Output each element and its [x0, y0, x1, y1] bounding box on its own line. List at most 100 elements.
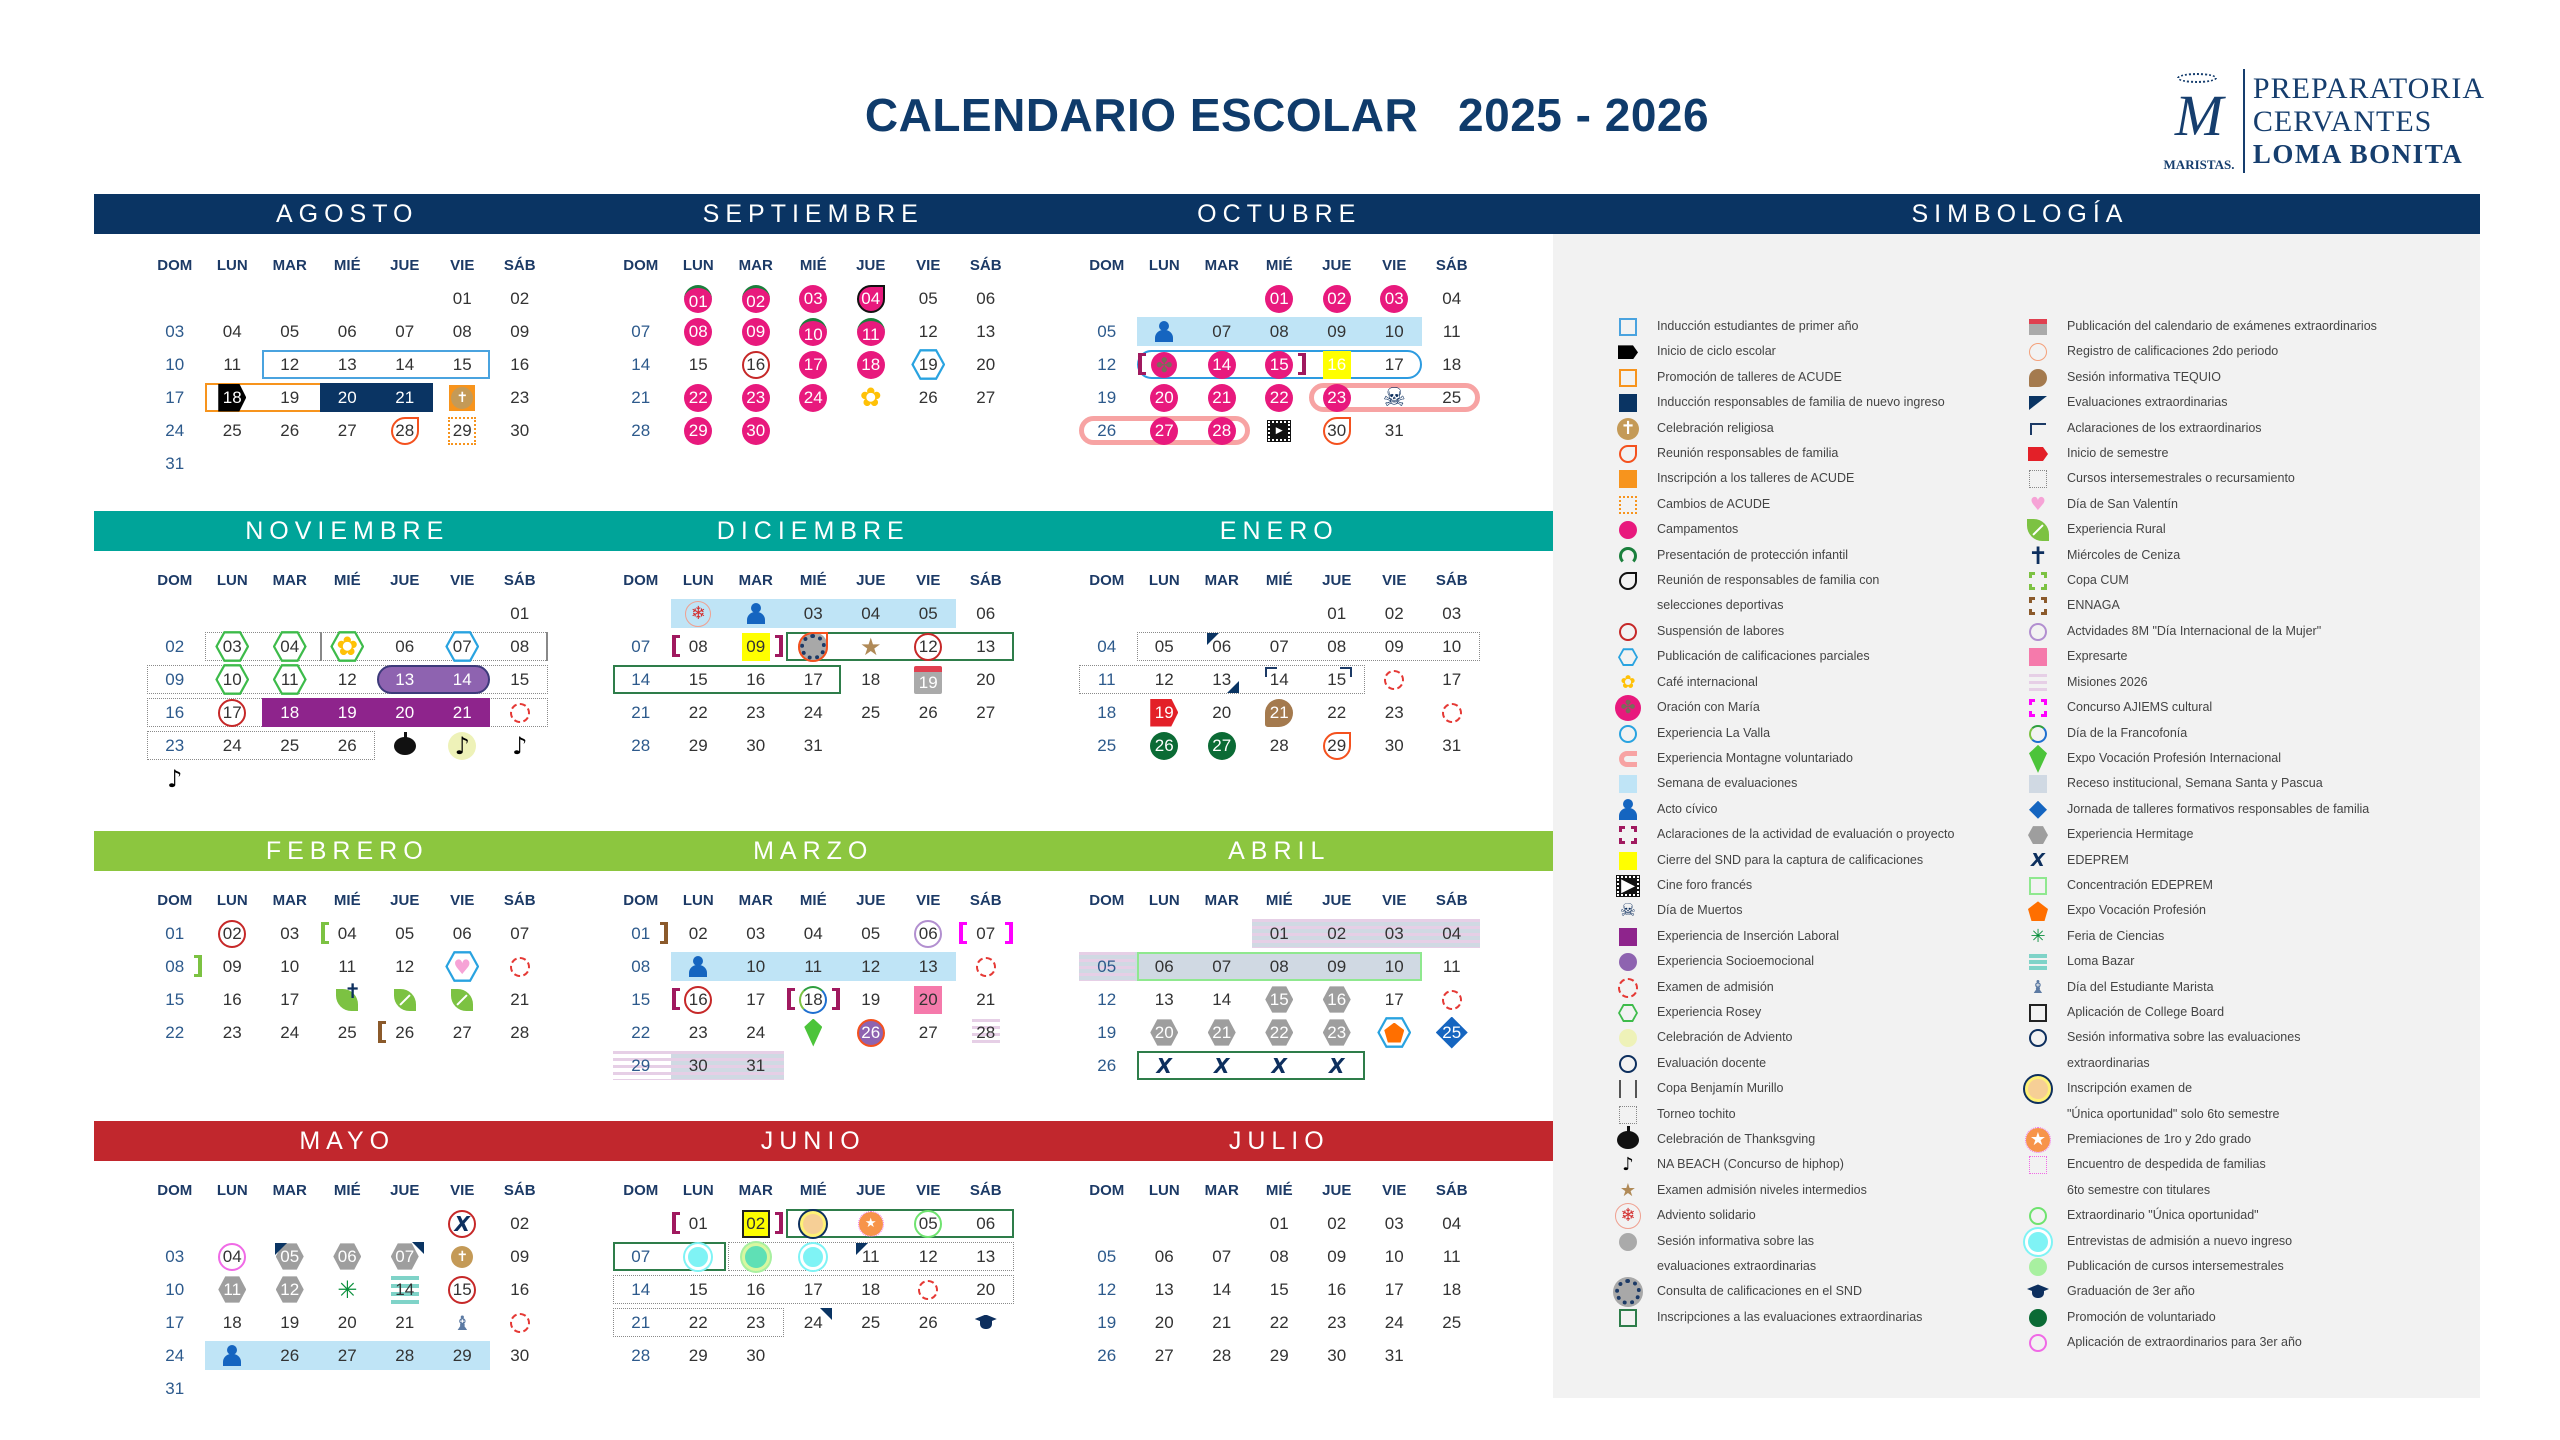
day-cell[interactable]: 25: [319, 1016, 377, 1049]
day-cell[interactable]: 26: [1078, 1049, 1136, 1082]
day-cell[interactable]: [1251, 414, 1309, 447]
day-cell[interactable]: 05: [1078, 950, 1136, 983]
day-cell[interactable]: 30: [491, 1339, 549, 1372]
day-cell[interactable]: [1366, 663, 1424, 696]
day-cell[interactable]: 30: [1366, 729, 1424, 762]
day-cell[interactable]: 03: [146, 1240, 204, 1273]
day-cell[interactable]: 20: [957, 663, 1015, 696]
day-cell[interactable]: 26: [261, 1339, 319, 1372]
day-cell[interactable]: 03: [261, 917, 319, 950]
day-cell[interactable]: 30: [1308, 1339, 1366, 1372]
day-cell[interactable]: 26: [1078, 414, 1136, 447]
day-cell[interactable]: 27: [957, 381, 1015, 414]
day-cell[interactable]: 21: [1193, 381, 1251, 414]
day-cell[interactable]: 03: [1423, 597, 1481, 630]
day-cell[interactable]: 28: [376, 1339, 434, 1372]
day-cell[interactable]: 13: [376, 663, 434, 696]
day-cell[interactable]: 02: [670, 917, 728, 950]
day-cell[interactable]: 04: [1423, 917, 1481, 950]
day-cell[interactable]: 19: [900, 663, 958, 696]
day-cell[interactable]: 04: [1078, 630, 1136, 663]
day-cell[interactable]: 23: [670, 1016, 728, 1049]
day-cell[interactable]: 02: [491, 282, 549, 315]
day-cell[interactable]: 09: [1308, 1240, 1366, 1273]
day-cell[interactable]: 06: [1136, 1240, 1194, 1273]
day-cell[interactable]: 24: [146, 414, 204, 447]
day-cell[interactable]: 21: [612, 381, 670, 414]
day-cell[interactable]: 10: [146, 348, 204, 381]
day-cell[interactable]: 22: [670, 381, 728, 414]
day-cell[interactable]: 31: [1366, 1339, 1424, 1372]
day-cell[interactable]: 20: [1136, 381, 1194, 414]
day-cell[interactable]: 20: [900, 983, 958, 1016]
day-cell[interactable]: 16: [146, 696, 204, 729]
day-cell[interactable]: [319, 1273, 377, 1306]
day-cell[interactable]: [670, 1240, 728, 1273]
day-cell[interactable]: 29: [670, 729, 728, 762]
day-cell[interactable]: 14: [612, 1273, 670, 1306]
day-cell[interactable]: 11: [1423, 1240, 1481, 1273]
day-cell[interactable]: 11: [1078, 663, 1136, 696]
day-cell[interactable]: 12: [1078, 348, 1136, 381]
day-cell[interactable]: 14: [376, 348, 434, 381]
day-cell[interactable]: 17: [1366, 348, 1424, 381]
day-cell[interactable]: 24: [785, 1306, 843, 1339]
day-cell[interactable]: [842, 381, 900, 414]
day-cell[interactable]: 19: [261, 1306, 319, 1339]
day-cell[interactable]: 08: [1251, 1240, 1309, 1273]
day-cell[interactable]: 22: [146, 1016, 204, 1049]
day-cell[interactable]: 06: [319, 315, 377, 348]
day-cell[interactable]: 26: [1136, 729, 1194, 762]
day-cell[interactable]: 01: [670, 1207, 728, 1240]
day-cell[interactable]: 08: [1308, 630, 1366, 663]
day-cell[interactable]: 20: [319, 381, 377, 414]
day-cell[interactable]: [434, 381, 492, 414]
day-cell[interactable]: 20: [1136, 1016, 1194, 1049]
day-cell[interactable]: [670, 950, 728, 983]
day-cell[interactable]: 29: [1308, 729, 1366, 762]
day-cell[interactable]: 19: [1078, 381, 1136, 414]
day-cell[interactable]: 20: [957, 348, 1015, 381]
day-cell[interactable]: 16: [727, 348, 785, 381]
day-cell[interactable]: 25: [1078, 729, 1136, 762]
day-cell[interactable]: 04: [1423, 1207, 1481, 1240]
day-cell[interactable]: 17: [146, 381, 204, 414]
day-cell[interactable]: 09: [1308, 950, 1366, 983]
day-cell[interactable]: 29: [434, 414, 492, 447]
day-cell[interactable]: 25: [1423, 1306, 1481, 1339]
day-cell[interactable]: 01: [1251, 282, 1309, 315]
day-cell[interactable]: 01: [1251, 1207, 1309, 1240]
day-cell[interactable]: 20: [1193, 696, 1251, 729]
day-cell[interactable]: 28: [491, 1016, 549, 1049]
day-cell[interactable]: 29: [670, 414, 728, 447]
day-cell[interactable]: 16: [491, 1273, 549, 1306]
day-cell[interactable]: 04: [785, 917, 843, 950]
day-cell[interactable]: 31: [1423, 729, 1481, 762]
day-cell[interactable]: 21: [491, 983, 549, 1016]
day-cell[interactable]: 26: [842, 1016, 900, 1049]
day-cell[interactable]: 27: [1136, 414, 1194, 447]
day-cell[interactable]: 19: [261, 381, 319, 414]
day-cell[interactable]: 21: [434, 696, 492, 729]
day-cell[interactable]: 06: [434, 917, 492, 950]
day-cell[interactable]: 24: [785, 696, 843, 729]
day-cell[interactable]: 15: [670, 348, 728, 381]
day-cell[interactable]: 26: [900, 696, 958, 729]
day-cell[interactable]: 27: [1193, 729, 1251, 762]
day-cell[interactable]: 11: [1423, 950, 1481, 983]
day-cell[interactable]: 18: [1423, 348, 1481, 381]
day-cell[interactable]: 23: [146, 729, 204, 762]
day-cell[interactable]: 07: [612, 630, 670, 663]
day-cell[interactable]: 08: [146, 950, 204, 983]
day-cell[interactable]: 09: [727, 315, 785, 348]
day-cell[interactable]: 28: [376, 414, 434, 447]
day-cell[interactable]: 14: [1193, 983, 1251, 1016]
day-cell[interactable]: 23: [727, 696, 785, 729]
day-cell[interactable]: 12: [900, 630, 958, 663]
day-cell[interactable]: 13: [1136, 983, 1194, 1016]
day-cell[interactable]: 14: [1193, 1273, 1251, 1306]
day-cell[interactable]: 30: [1308, 414, 1366, 447]
day-cell[interactable]: 01: [434, 282, 492, 315]
day-cell[interactable]: 17: [1366, 1273, 1424, 1306]
day-cell[interactable]: 09: [204, 950, 262, 983]
